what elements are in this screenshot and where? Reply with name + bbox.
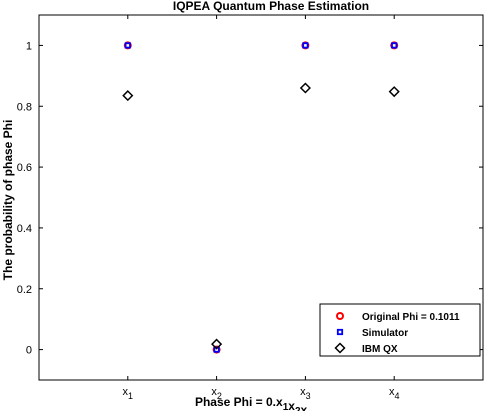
chart-title: IQPEA Quantum Phase Estimation: [173, 0, 369, 13]
data-marks: [122, 41, 400, 354]
diamond-data-point: [122, 90, 134, 102]
legend-label: Original Phi = 0.1011: [362, 312, 460, 323]
y-tick-label: 1: [26, 40, 32, 52]
legend-diamond-icon: [334, 342, 346, 354]
y-axis-ticks: 0 0.2 0.4 0.6 0.8 1: [17, 40, 483, 357]
y-tick-label: 0.6: [17, 162, 32, 174]
x-tick-label: x2: [211, 386, 222, 401]
x-tick-label: x3: [300, 386, 311, 401]
legend-label: IBM QX: [362, 344, 398, 355]
y-tick-label: 0.2: [17, 284, 32, 296]
square-data-point: [302, 42, 309, 49]
y-tick-label: 0.4: [17, 223, 32, 235]
legend-circle-icon: [336, 312, 344, 320]
legend: Original Phi = 0.1011 Simulator IBM QX: [319, 303, 481, 357]
square-data-point: [391, 42, 398, 49]
x-tick-label: x4: [389, 386, 400, 401]
legend-box: [319, 303, 481, 357]
diamond-data-point: [299, 82, 311, 94]
legend-square-icon: [336, 328, 344, 336]
y-tick-label: 0.8: [17, 101, 32, 113]
diamond-data-point: [388, 86, 400, 98]
square-data-point: [213, 346, 220, 353]
x-tick-label: x1: [123, 386, 134, 401]
square-data-point: [124, 42, 131, 49]
y-axis-label: The probability of phase Phi: [1, 120, 15, 281]
legend-label: Simulator: [362, 328, 408, 339]
diamond-data-point: [211, 338, 223, 350]
x-axis-ticks: x1 x2 x3 x4: [123, 15, 400, 401]
y-tick-label: 0: [26, 345, 32, 357]
